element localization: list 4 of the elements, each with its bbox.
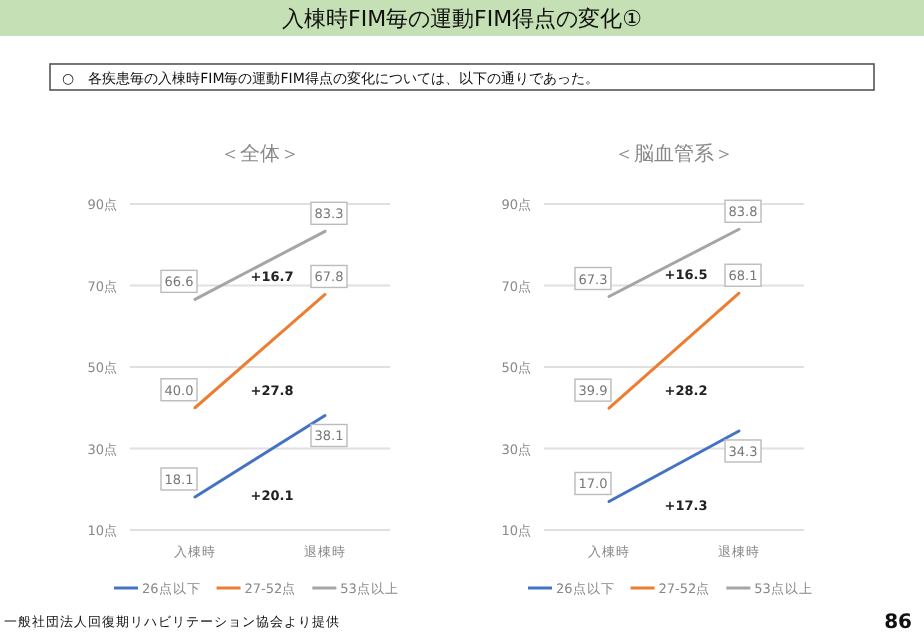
chart-title: ＜脳血管系＞ [614, 142, 734, 166]
text: 86 [884, 612, 913, 634]
chart-title: ＜全体＞ [220, 142, 300, 166]
text: 入棟時FIM毎の運動FIM得点の変化① [282, 6, 643, 32]
